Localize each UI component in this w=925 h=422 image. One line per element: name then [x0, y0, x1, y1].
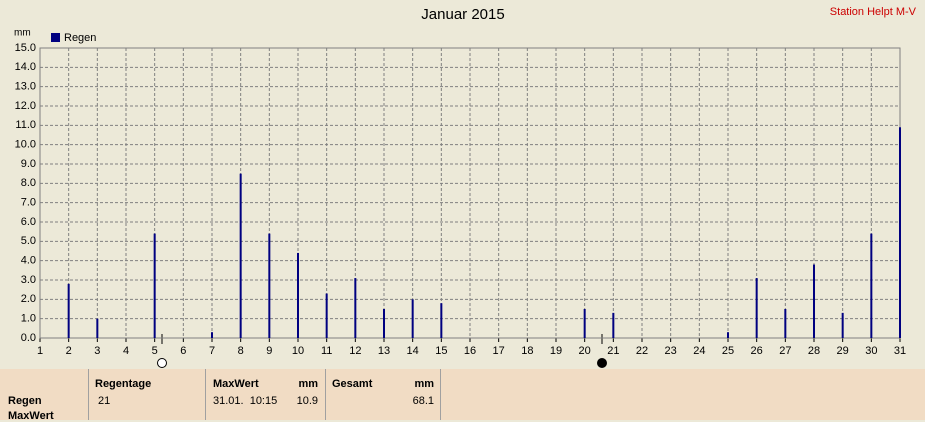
x-tick-label: 21: [607, 345, 619, 357]
subtitle: Station Helpt M-V: [830, 6, 917, 18]
value: 10.9: [296, 395, 318, 407]
x-tick-label: 8: [238, 345, 244, 357]
x-tick-label: 12: [349, 345, 361, 357]
x-tick-label: 7: [209, 345, 215, 357]
x-tick-label: 10: [292, 345, 304, 357]
y-tick-label: 5.0: [21, 235, 36, 247]
bar: [583, 309, 586, 338]
bar: [153, 233, 156, 338]
y-tick-label: 3.0: [21, 274, 36, 286]
y-tick-label: 1.0: [21, 313, 36, 325]
value: 21: [98, 395, 111, 407]
x-tick-label: 27: [779, 345, 791, 357]
full-moon: [157, 358, 167, 368]
y-tick-label: 15.0: [15, 42, 36, 54]
x-tick-label: 17: [493, 345, 505, 357]
bar: [354, 278, 357, 338]
unit: mm: [298, 378, 318, 390]
y-tick-label: 13.0: [15, 81, 36, 93]
label-cell: Regen MaxWert: [0, 369, 88, 422]
y-tick-label: 6.0: [21, 216, 36, 228]
bar: [411, 299, 414, 338]
bar: [239, 173, 242, 338]
x-tick-label: 15: [435, 345, 447, 357]
bar: [813, 264, 815, 338]
header: Regentage: [95, 378, 152, 390]
cell: [440, 369, 925, 420]
bar: [612, 312, 615, 338]
x-tick-label: 29: [837, 345, 849, 357]
bar: [325, 293, 328, 338]
x-tick-label: 22: [636, 345, 648, 357]
x-tick-label: 2: [66, 345, 72, 357]
bar: [727, 332, 729, 338]
row-label: Regen: [8, 395, 42, 407]
x-tick-label: 23: [665, 345, 677, 357]
y-tick-label: 4.0: [21, 255, 36, 267]
x-tick-label: 25: [722, 345, 734, 357]
y-tick-label: 8.0: [21, 177, 36, 189]
x-tick-label: 19: [550, 345, 562, 357]
x-tick-label: 30: [865, 345, 877, 357]
bar: [67, 283, 70, 338]
bar: [870, 233, 873, 338]
cell: MaxWert mm 31.01. 10:15 10.9: [205, 369, 325, 420]
x-tick-label: 16: [464, 345, 476, 357]
legend-swatch: [51, 33, 60, 42]
header: MaxWert: [213, 378, 259, 390]
chart-title: Januar 2015: [421, 6, 504, 23]
y-axis-label: mm: [14, 28, 31, 39]
legend-label: Regen: [64, 32, 96, 44]
bar: [784, 309, 787, 338]
bar: [440, 303, 443, 338]
row-label: MaxWert: [8, 410, 54, 422]
x-tick-label: 6: [180, 345, 186, 357]
cell: Regentage 21: [88, 369, 205, 420]
x-tick-label: 11: [321, 345, 332, 357]
x-tick-label: 3: [94, 345, 100, 357]
unit: mm: [414, 378, 434, 390]
y-tick-label: 9.0: [21, 158, 36, 170]
x-tick-label: 1: [37, 345, 43, 357]
x-tick-label: 28: [808, 345, 820, 357]
x-tick-label: 26: [751, 345, 763, 357]
bar: [268, 233, 271, 338]
bar: [755, 278, 758, 338]
bar: [297, 252, 299, 338]
x-tick-label: 18: [521, 345, 533, 357]
x-tick-label: 13: [378, 345, 390, 357]
new-moon: [597, 358, 607, 368]
x-tick-label: 20: [579, 345, 591, 357]
x-tick-label: 4: [123, 345, 129, 357]
y-tick-label: 12.0: [15, 100, 36, 112]
x-tick-label: 5: [152, 345, 158, 357]
y-tick-label: 14.0: [15, 61, 36, 73]
y-tick-label: 7.0: [21, 197, 36, 209]
value: 68.1: [412, 395, 434, 407]
x-tick-label: 14: [407, 345, 419, 357]
y-tick-label: 10.0: [15, 139, 36, 151]
y-tick-label: 0.0: [21, 332, 36, 344]
x-tick-label: 24: [693, 345, 705, 357]
date: 31.01. 10:15: [213, 395, 278, 407]
x-tick-label: 9: [266, 345, 272, 357]
x-tick-label: 31: [894, 345, 906, 357]
bar: [841, 312, 844, 338]
bar: [211, 332, 213, 338]
cell: Gesamt mm 68.1: [325, 369, 440, 420]
header: Gesamt: [332, 378, 373, 390]
y-tick-label: 11.0: [15, 119, 36, 131]
bar: [383, 309, 385, 338]
bar: [96, 318, 99, 338]
y-tick-label: 2.0: [21, 293, 36, 305]
chart: Januar 2015 Station Helpt M-V mm Regen 0…: [14, 6, 917, 368]
bar: [899, 127, 901, 339]
